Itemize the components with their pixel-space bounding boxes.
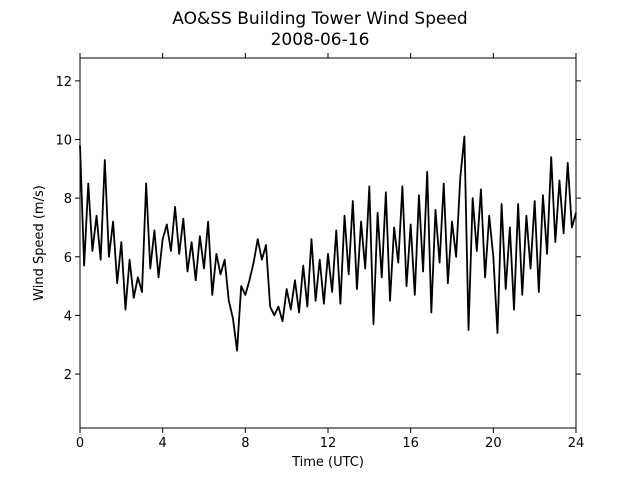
x-tick-label: 20 [485,436,502,451]
x-tick-label: 12 [320,436,337,451]
x-tick-label: 4 [159,436,167,451]
x-tick-label: 24 [568,436,585,451]
chart-subtitle: 2008-06-16 [271,30,370,50]
y-axis-label: Wind Speed (m/s) [32,185,47,301]
plot-frame [79,57,577,429]
x-tick-label: 0 [76,436,84,451]
data-line [79,135,577,352]
y-tick-label: 8 [64,192,72,207]
y-tick-label: 10 [55,134,72,149]
chart-title: AO&SS Building Tower Wind Speed [172,9,467,29]
x-tick-label: 8 [241,436,249,451]
x-axis-label: Time (UTC) [291,455,364,470]
y-tick-label: 4 [64,309,72,324]
y-tick-label: 6 [64,251,72,266]
x-tick-label: 16 [402,436,419,451]
y-tick-label: 2 [64,368,72,383]
y-tick-label: 12 [55,75,72,90]
